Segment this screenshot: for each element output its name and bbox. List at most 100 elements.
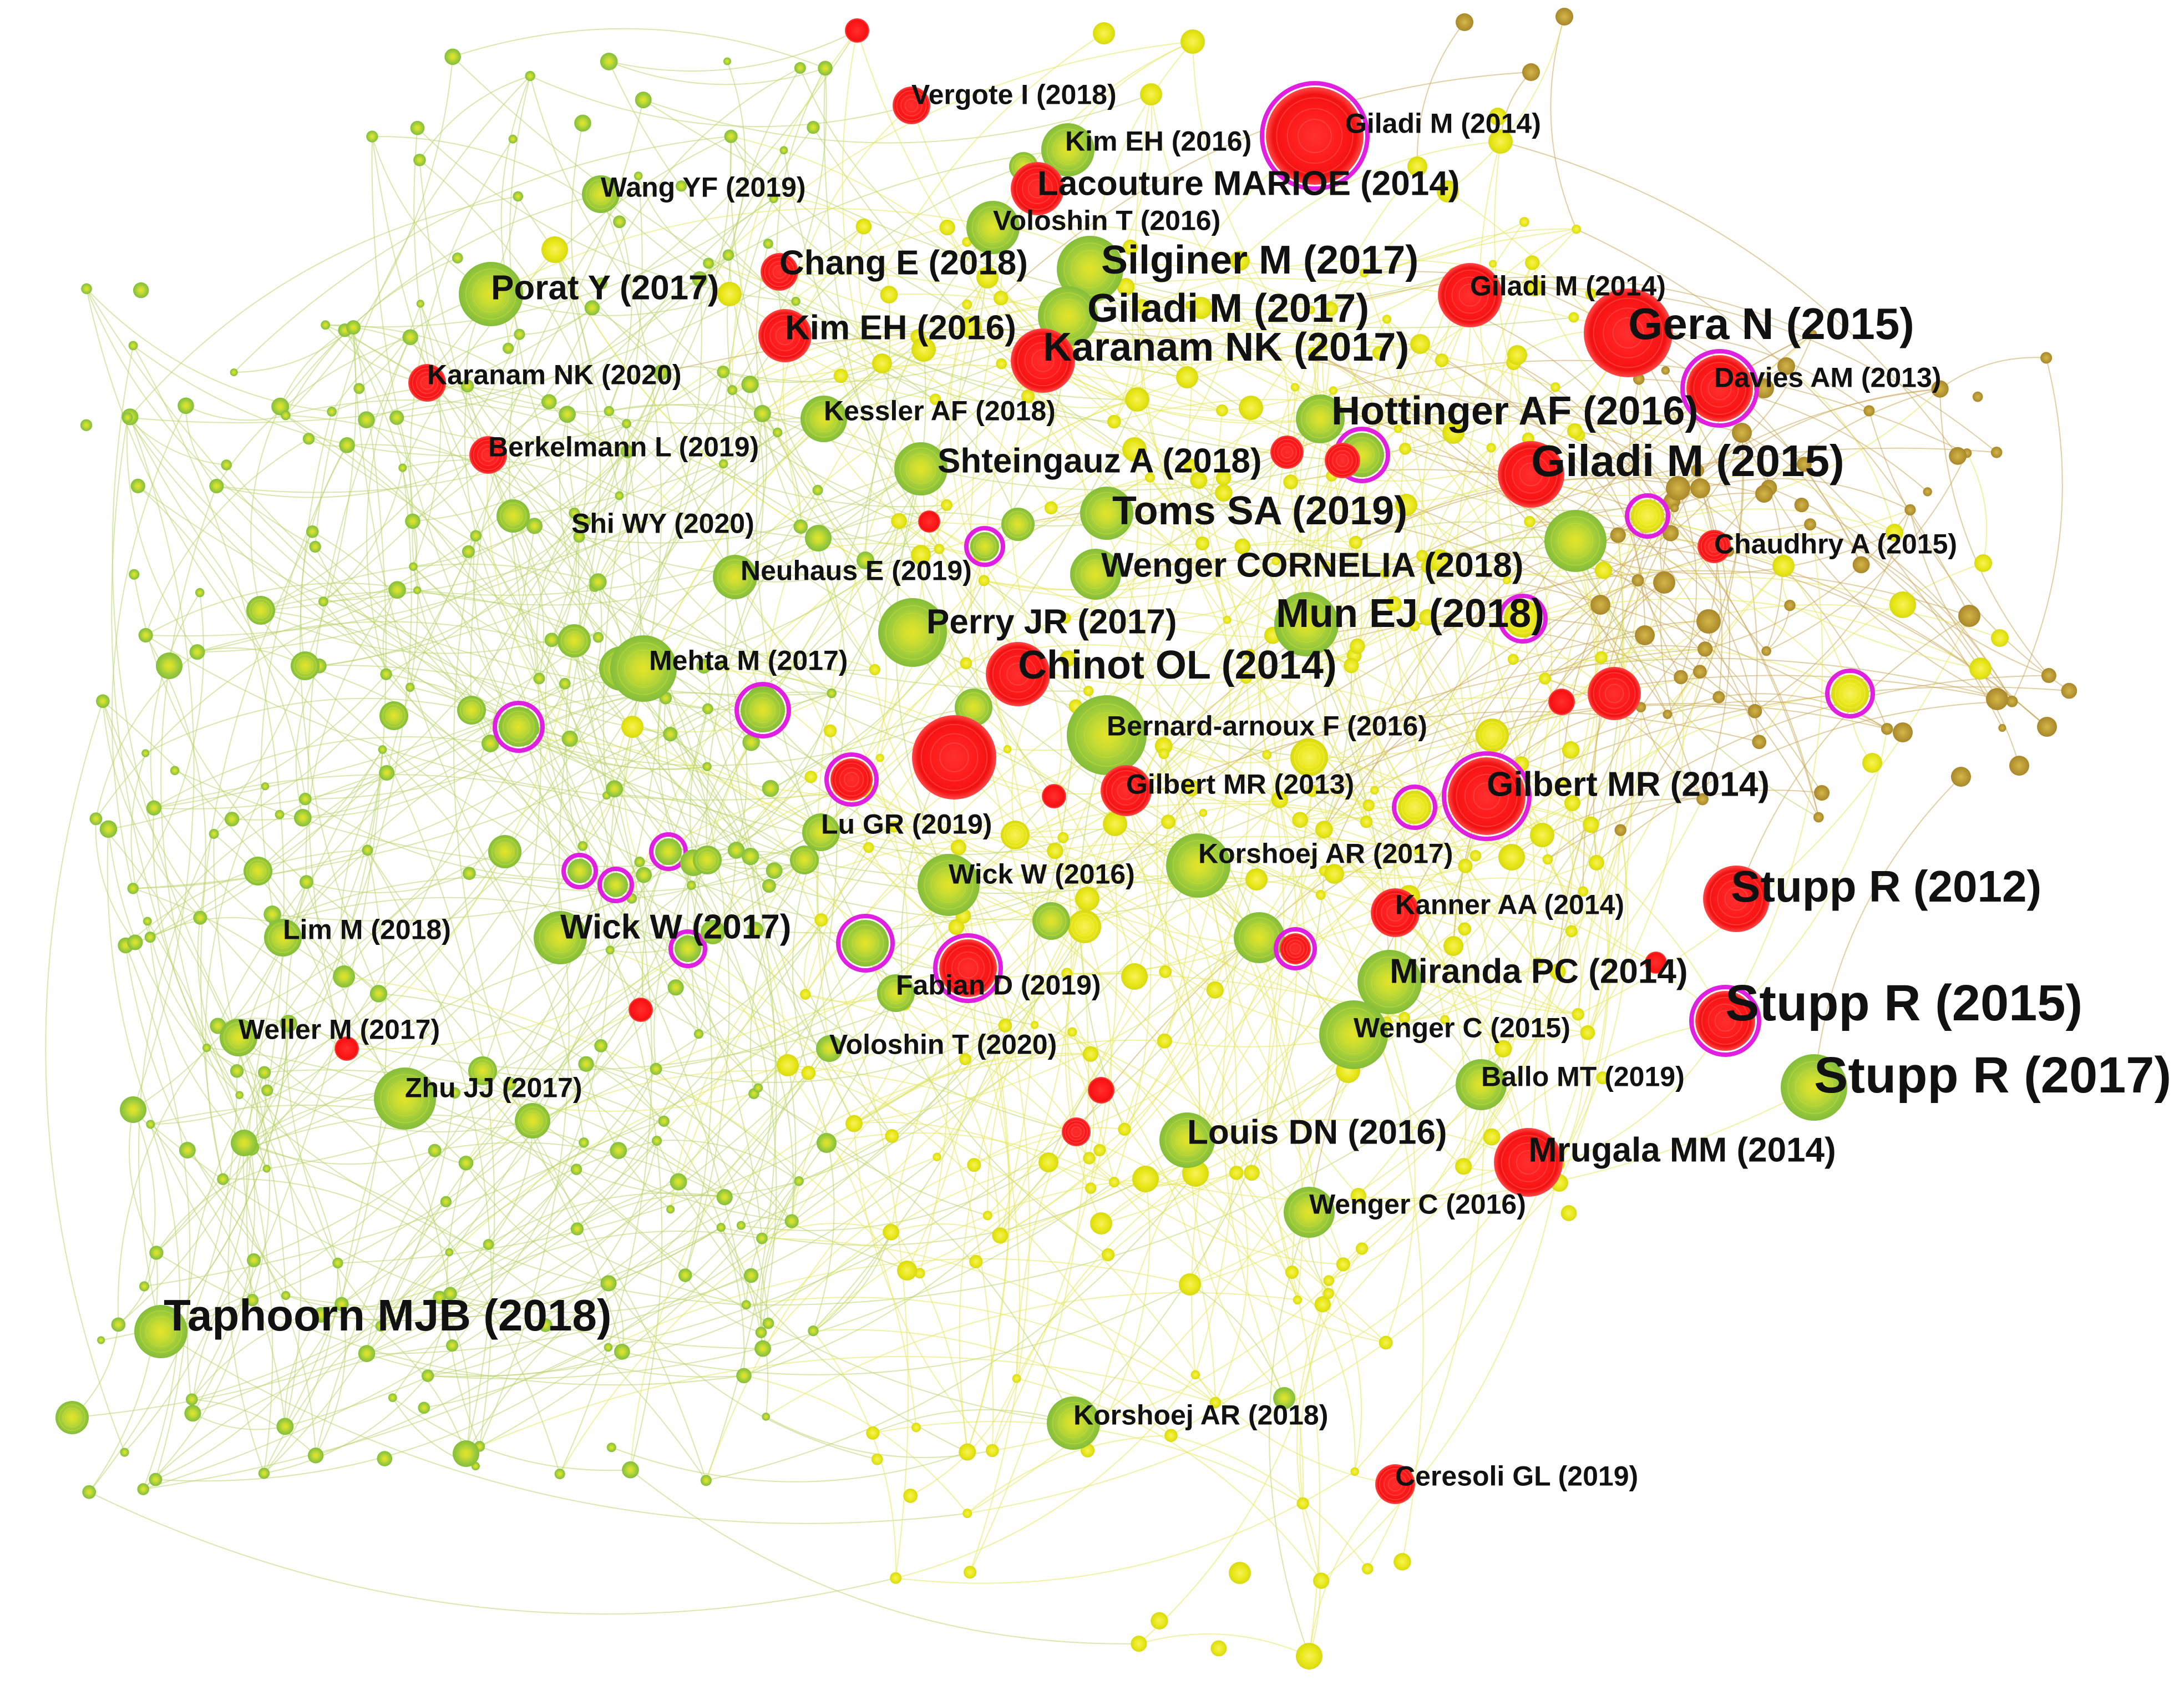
reference-node-17[interactable] — [800, 396, 847, 442]
minor-node[interactable] — [1502, 576, 1511, 585]
reference-node[interactable] — [231, 1130, 257, 1156]
minor-node[interactable] — [762, 1413, 770, 1421]
minor-node[interactable] — [1578, 886, 1589, 897]
minor-node[interactable] — [871, 1453, 883, 1465]
minor-node[interactable] — [149, 1246, 164, 1260]
reference-node[interactable] — [1103, 812, 1127, 836]
reference-node-41[interactable] — [1357, 950, 1422, 1014]
minor-node[interactable] — [888, 821, 900, 833]
minor-node[interactable] — [413, 586, 422, 595]
minor-node[interactable] — [604, 1343, 613, 1352]
minor-node[interactable] — [1183, 780, 1200, 797]
minor-node[interactable] — [716, 1189, 733, 1206]
minor-node[interactable] — [1314, 1296, 1331, 1313]
reference-node-53[interactable] — [134, 1305, 188, 1358]
reference-node[interactable] — [457, 696, 486, 725]
reference-node[interactable] — [1653, 571, 1675, 594]
minor-node[interactable] — [428, 1143, 442, 1157]
minor-node[interactable] — [307, 1448, 324, 1464]
reference-node[interactable] — [1001, 508, 1035, 541]
minor-node[interactable] — [1419, 609, 1436, 626]
minor-node[interactable] — [138, 628, 153, 642]
minor-node[interactable] — [574, 114, 591, 132]
minor-node[interactable] — [358, 411, 375, 428]
minor-node[interactable] — [1234, 538, 1251, 555]
minor-node[interactable] — [1293, 1295, 1303, 1305]
reference-node-39[interactable] — [264, 919, 302, 957]
minor-node[interactable] — [146, 1120, 155, 1129]
reference-node-29[interactable] — [610, 635, 677, 702]
minor-node[interactable] — [217, 1173, 229, 1185]
minor-node[interactable] — [120, 1448, 129, 1457]
reference-node[interactable] — [1290, 738, 1328, 776]
minor-node[interactable] — [1061, 968, 1073, 979]
reference-node-25[interactable] — [713, 555, 757, 599]
minor-node[interactable] — [1262, 750, 1272, 760]
minor-node[interactable] — [1154, 737, 1173, 755]
minor-node[interactable] — [1093, 1143, 1106, 1157]
minor-node[interactable] — [463, 867, 476, 881]
minor-node[interactable] — [280, 1015, 297, 1033]
reference-node-47[interactable] — [374, 1067, 436, 1130]
minor-node[interactable] — [801, 1065, 816, 1080]
reference-node[interactable] — [1986, 688, 2008, 710]
minor-node[interactable] — [130, 478, 145, 494]
minor-node[interactable] — [863, 842, 874, 853]
minor-node[interactable] — [1852, 556, 1870, 574]
minor-node[interactable] — [594, 1039, 608, 1053]
minor-node[interactable] — [1519, 217, 1529, 227]
reference-node[interactable] — [541, 236, 568, 263]
reference-node-14[interactable] — [1011, 328, 1075, 393]
minor-node[interactable] — [703, 257, 714, 269]
minor-node[interactable] — [446, 1339, 459, 1352]
minor-node[interactable] — [610, 1142, 627, 1160]
reference-node-10[interactable] — [1438, 263, 1502, 327]
minor-node[interactable] — [794, 1176, 804, 1186]
minor-node[interactable] — [890, 1572, 902, 1584]
minor-node[interactable] — [1329, 386, 1337, 395]
reference-node[interactable] — [1755, 485, 1773, 503]
minor-node[interactable] — [1747, 704, 1762, 718]
minor-node[interactable] — [622, 419, 631, 429]
reference-node-42[interactable] — [877, 974, 915, 1012]
minor-node[interactable] — [605, 945, 615, 955]
minor-node[interactable] — [891, 513, 907, 529]
reference-node[interactable] — [1498, 844, 1525, 871]
minor-node[interactable] — [1674, 670, 1688, 685]
reference-node-34[interactable] — [802, 813, 840, 851]
minor-node[interactable] — [876, 753, 884, 762]
minor-node[interactable] — [666, 1205, 675, 1214]
minor-node[interactable] — [1082, 1046, 1099, 1062]
reference-node[interactable] — [1270, 436, 1304, 469]
reference-node[interactable] — [1555, 8, 1573, 26]
minor-node[interactable] — [1362, 799, 1375, 812]
minor-node[interactable] — [1416, 550, 1428, 562]
reference-node[interactable] — [790, 846, 819, 874]
minor-node[interactable] — [1199, 808, 1208, 817]
minor-node[interactable] — [1344, 658, 1359, 674]
reference-node[interactable] — [857, 551, 874, 569]
minor-node[interactable] — [128, 341, 138, 351]
reference-node[interactable] — [1407, 156, 1427, 176]
minor-node[interactable] — [692, 271, 708, 287]
minor-node[interactable] — [670, 1173, 687, 1191]
reference-node[interactable] — [824, 752, 879, 807]
reference-node-28[interactable] — [1274, 592, 1339, 656]
reference-node-32[interactable] — [1101, 765, 1152, 816]
minor-node[interactable] — [276, 1418, 294, 1435]
minor-node[interactable] — [702, 703, 713, 715]
reference-node-9[interactable] — [459, 262, 523, 326]
reference-node[interactable] — [1032, 902, 1070, 940]
minor-node[interactable] — [1804, 518, 1816, 531]
minor-node[interactable] — [1564, 795, 1580, 811]
minor-node[interactable] — [622, 1461, 639, 1479]
minor-node[interactable] — [578, 1056, 594, 1072]
reference-node[interactable] — [1273, 1387, 1295, 1409]
reference-node[interactable] — [1229, 1562, 1251, 1584]
minor-node[interactable] — [678, 1268, 692, 1282]
reference-node[interactable] — [597, 867, 634, 903]
reference-node-55[interactable] — [1375, 1464, 1415, 1504]
minor-node[interactable] — [959, 1053, 971, 1065]
minor-node[interactable] — [554, 1469, 565, 1480]
minor-node[interactable] — [335, 1297, 349, 1312]
